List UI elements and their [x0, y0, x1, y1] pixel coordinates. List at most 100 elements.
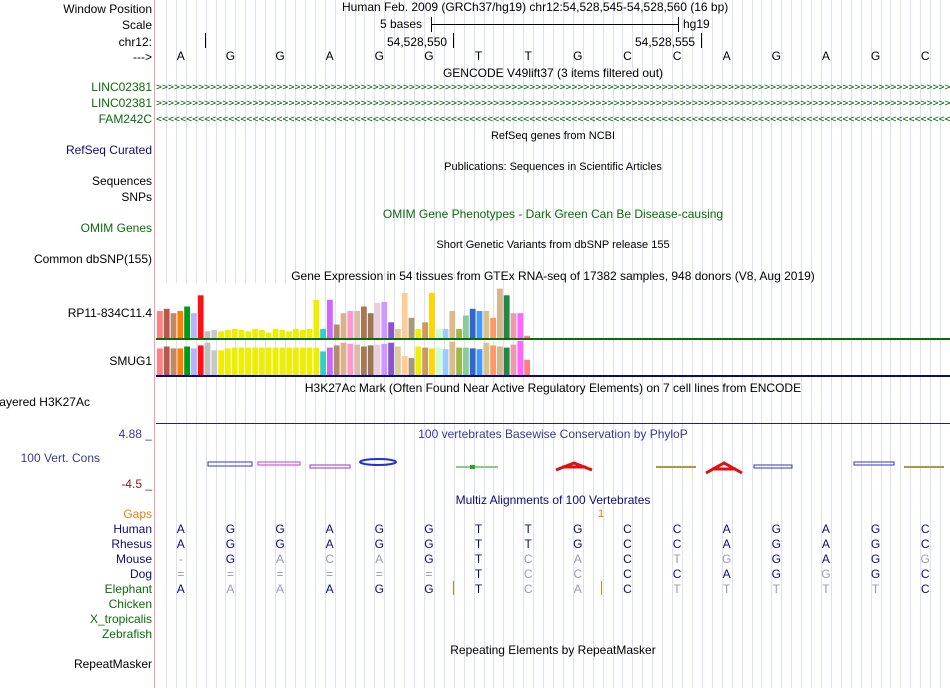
omim-track-title: OMIM Gene Phenotypes - Dark Green Can Be…: [382, 207, 724, 221]
gtex-bar-gene2: [510, 344, 517, 375]
gtex-bar-gene1: [286, 331, 292, 339]
base-letter: T: [673, 582, 681, 596]
track-label-column: Window Position Scale chr12: ---> LINC02…: [0, 0, 152, 688]
phylop-glyph: [470, 465, 475, 469]
gene-label-fam242c[interactable]: FAM242C: [98, 112, 152, 126]
gtex-bar-gene1: [388, 322, 394, 338]
base-letter: =: [326, 567, 334, 581]
refseq-track-label[interactable]: RefSeq Curated: [65, 143, 152, 157]
phylop-glyph: [705, 461, 743, 475]
gtex-bar-gene2: [442, 349, 449, 375]
species-label-chicken[interactable]: Chicken: [108, 597, 152, 611]
repeatmasker-track-label[interactable]: RepeatMasker: [73, 657, 152, 671]
gtex-bar-gene1: [320, 329, 326, 338]
gtex-bar-gene1: [435, 329, 442, 338]
gtex-gene-label-2[interactable]: SMUG1: [109, 354, 152, 368]
gtex-bar-gene1: [327, 299, 333, 339]
base-letter: C: [523, 552, 533, 566]
gtex-bar-gene1: [272, 329, 279, 338]
repeatmasker-track-title: Repeating Elements by RepeatMasker: [450, 643, 656, 657]
base-letter: G: [573, 537, 583, 551]
scale-text: 5 bases: [380, 17, 423, 31]
base-letter: G: [870, 567, 881, 581]
base-letter: A: [176, 522, 185, 536]
phylop-glyph: [656, 466, 696, 468]
gtex-bar-gene1: [483, 311, 490, 338]
gtex-gene1-baseline: [156, 338, 950, 340]
species-label-dog[interactable]: Dog: [129, 567, 152, 581]
dbsnp-track-title: Short Genetic Variants from dbSNP releas…: [436, 239, 670, 251]
base-letter: =: [276, 567, 284, 581]
gtex-bar-gene1: [313, 299, 320, 339]
base-letter: C: [573, 567, 583, 581]
species-label-elephant[interactable]: Elephant: [104, 582, 152, 596]
gtex-bar-gene2: [476, 349, 483, 375]
species-label-x_tropicalis[interactable]: X_tropicalis: [89, 612, 152, 626]
gene-label-linc02381-a[interactable]: LINC02381: [91, 80, 152, 94]
base-letter: T: [474, 522, 483, 536]
scale-assembly: hg19: [683, 17, 710, 31]
base-letter: T: [524, 49, 532, 63]
gtex-bar-gene2: [286, 347, 292, 375]
label-divider[interactable]: [154, 0, 155, 688]
gtex-bar-gene1: [361, 306, 367, 338]
gtex-bar-gene1: [231, 329, 238, 338]
species-label-human[interactable]: Human: [113, 522, 152, 536]
gene-label-linc02381-b[interactable]: LINC02381: [91, 96, 152, 110]
base-letter: T: [474, 552, 483, 566]
base-letter: T: [524, 537, 532, 551]
base-letter: G: [870, 552, 881, 566]
base-letter: A: [821, 537, 830, 551]
base-letter: A: [325, 522, 334, 536]
gtex-bar-gene2: [279, 347, 286, 375]
gtex-bar-gene1: [184, 306, 190, 338]
omim-track-label[interactable]: OMIM Genes: [80, 221, 152, 235]
gtex-bar-gene1: [259, 329, 265, 338]
sequences-track-label[interactable]: Sequences: [91, 174, 152, 188]
gtex-bar-gene2: [388, 342, 394, 375]
multiz-gaps-label: Gaps: [123, 507, 152, 521]
base-letter: T: [822, 582, 830, 596]
gtex-bar-gene1: [367, 313, 374, 338]
snps-track-label[interactable]: SNPs: [121, 190, 152, 204]
elephant-insert-marker-1: [453, 581, 454, 595]
gtex-bar-gene2: [225, 348, 231, 375]
base-letter: C: [920, 49, 930, 63]
gtex-bar-gene2: [170, 348, 177, 375]
gtex-bar-gene2: [435, 347, 442, 375]
gene-strand-forward[interactable]: >>>>>>>>>>>>>>>>>>>>>>>>>>>>>>>>>>>>>>>>…: [156, 100, 950, 107]
gtex-bar-gene2: [327, 347, 333, 375]
phylop-track-label[interactable]: 100 Vert. Cons: [20, 451, 100, 465]
base-letter: C: [920, 537, 930, 551]
gtex-bar-gene1: [442, 329, 449, 338]
base-letter: G: [424, 537, 434, 551]
base-letter: A: [276, 582, 285, 596]
phylop-glyph: [207, 461, 253, 467]
dbsnp-track-label[interactable]: Common dbSNP(155): [33, 252, 152, 266]
gtex-bar-gene2: [163, 346, 170, 375]
base-letter: A: [176, 49, 185, 63]
base-letter: G: [374, 522, 384, 536]
gene-strand-reverse[interactable]: <<<<<<<<<<<<<<<<<<<<<<<<<<<<<<<<<<<<<<<<…: [156, 116, 950, 123]
base-letter: C: [623, 49, 632, 63]
phylop-glyph: [257, 461, 301, 466]
gtex-chart[interactable]: [156, 283, 950, 378]
species-label-zebrafish[interactable]: Zebrafish: [101, 627, 152, 641]
base-letter: C: [672, 567, 682, 581]
gtex-bar-gene2: [313, 347, 320, 375]
base-letter: C: [623, 582, 632, 596]
phylop-logo[interactable]: [156, 455, 950, 475]
gtex-gene-label-1[interactable]: RP11-834C11.4: [67, 306, 152, 320]
base-letter: C: [672, 537, 682, 551]
species-label-rhesus[interactable]: Rhesus: [111, 537, 152, 551]
gtex-bar-gene2: [238, 347, 245, 375]
base-letter: A: [821, 552, 830, 566]
base-letter: =: [375, 567, 383, 581]
base-letter: G: [573, 49, 583, 63]
species-label-mouse[interactable]: Mouse: [115, 552, 152, 566]
gtex-bar-gene1: [469, 308, 476, 339]
base-letter: G: [771, 522, 781, 536]
h3k27ac-track-label[interactable]: Layered H3K27Ac: [0, 395, 90, 409]
gene-strand-forward[interactable]: >>>>>>>>>>>>>>>>>>>>>>>>>>>>>>>>>>>>>>>>…: [156, 84, 950, 91]
